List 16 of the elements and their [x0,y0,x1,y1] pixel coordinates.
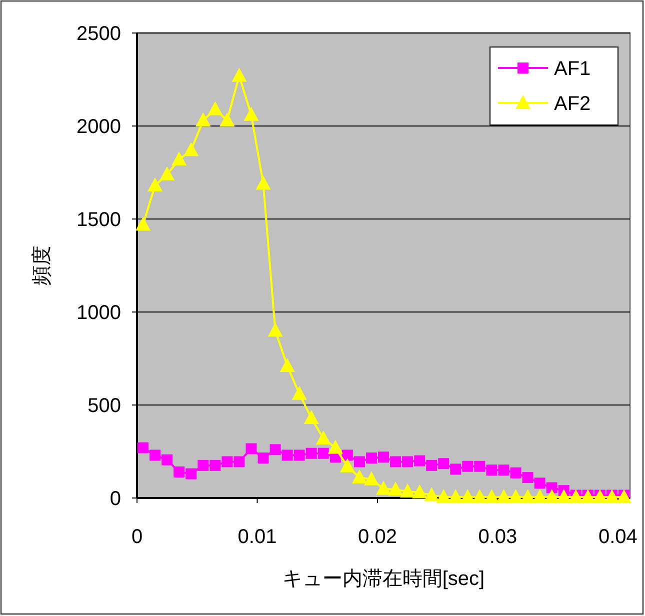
x-tick-label: 0.03 [478,526,518,548]
y-tick-label: 2000 [76,116,121,138]
y-tick-label: 1500 [76,209,121,231]
x-tick-label: 0.04 [598,526,638,548]
x-tick-label: 0.02 [358,526,397,548]
legend-label: AF1 [554,58,591,80]
y-tick-label: 0 [110,488,121,510]
x-tick-label: 0.01 [238,526,277,548]
y-tick-label: 500 [88,395,121,417]
legend-label: AF2 [554,93,591,115]
x-tick-label: 0 [131,526,143,548]
point [616,489,632,504]
y-axis-title: 頻度 [31,246,53,286]
y-tick-label: 2500 [76,23,121,45]
x-axis-title: キュー内滞在時間[sec] [282,568,485,590]
y-tick-label: 1000 [76,302,121,324]
